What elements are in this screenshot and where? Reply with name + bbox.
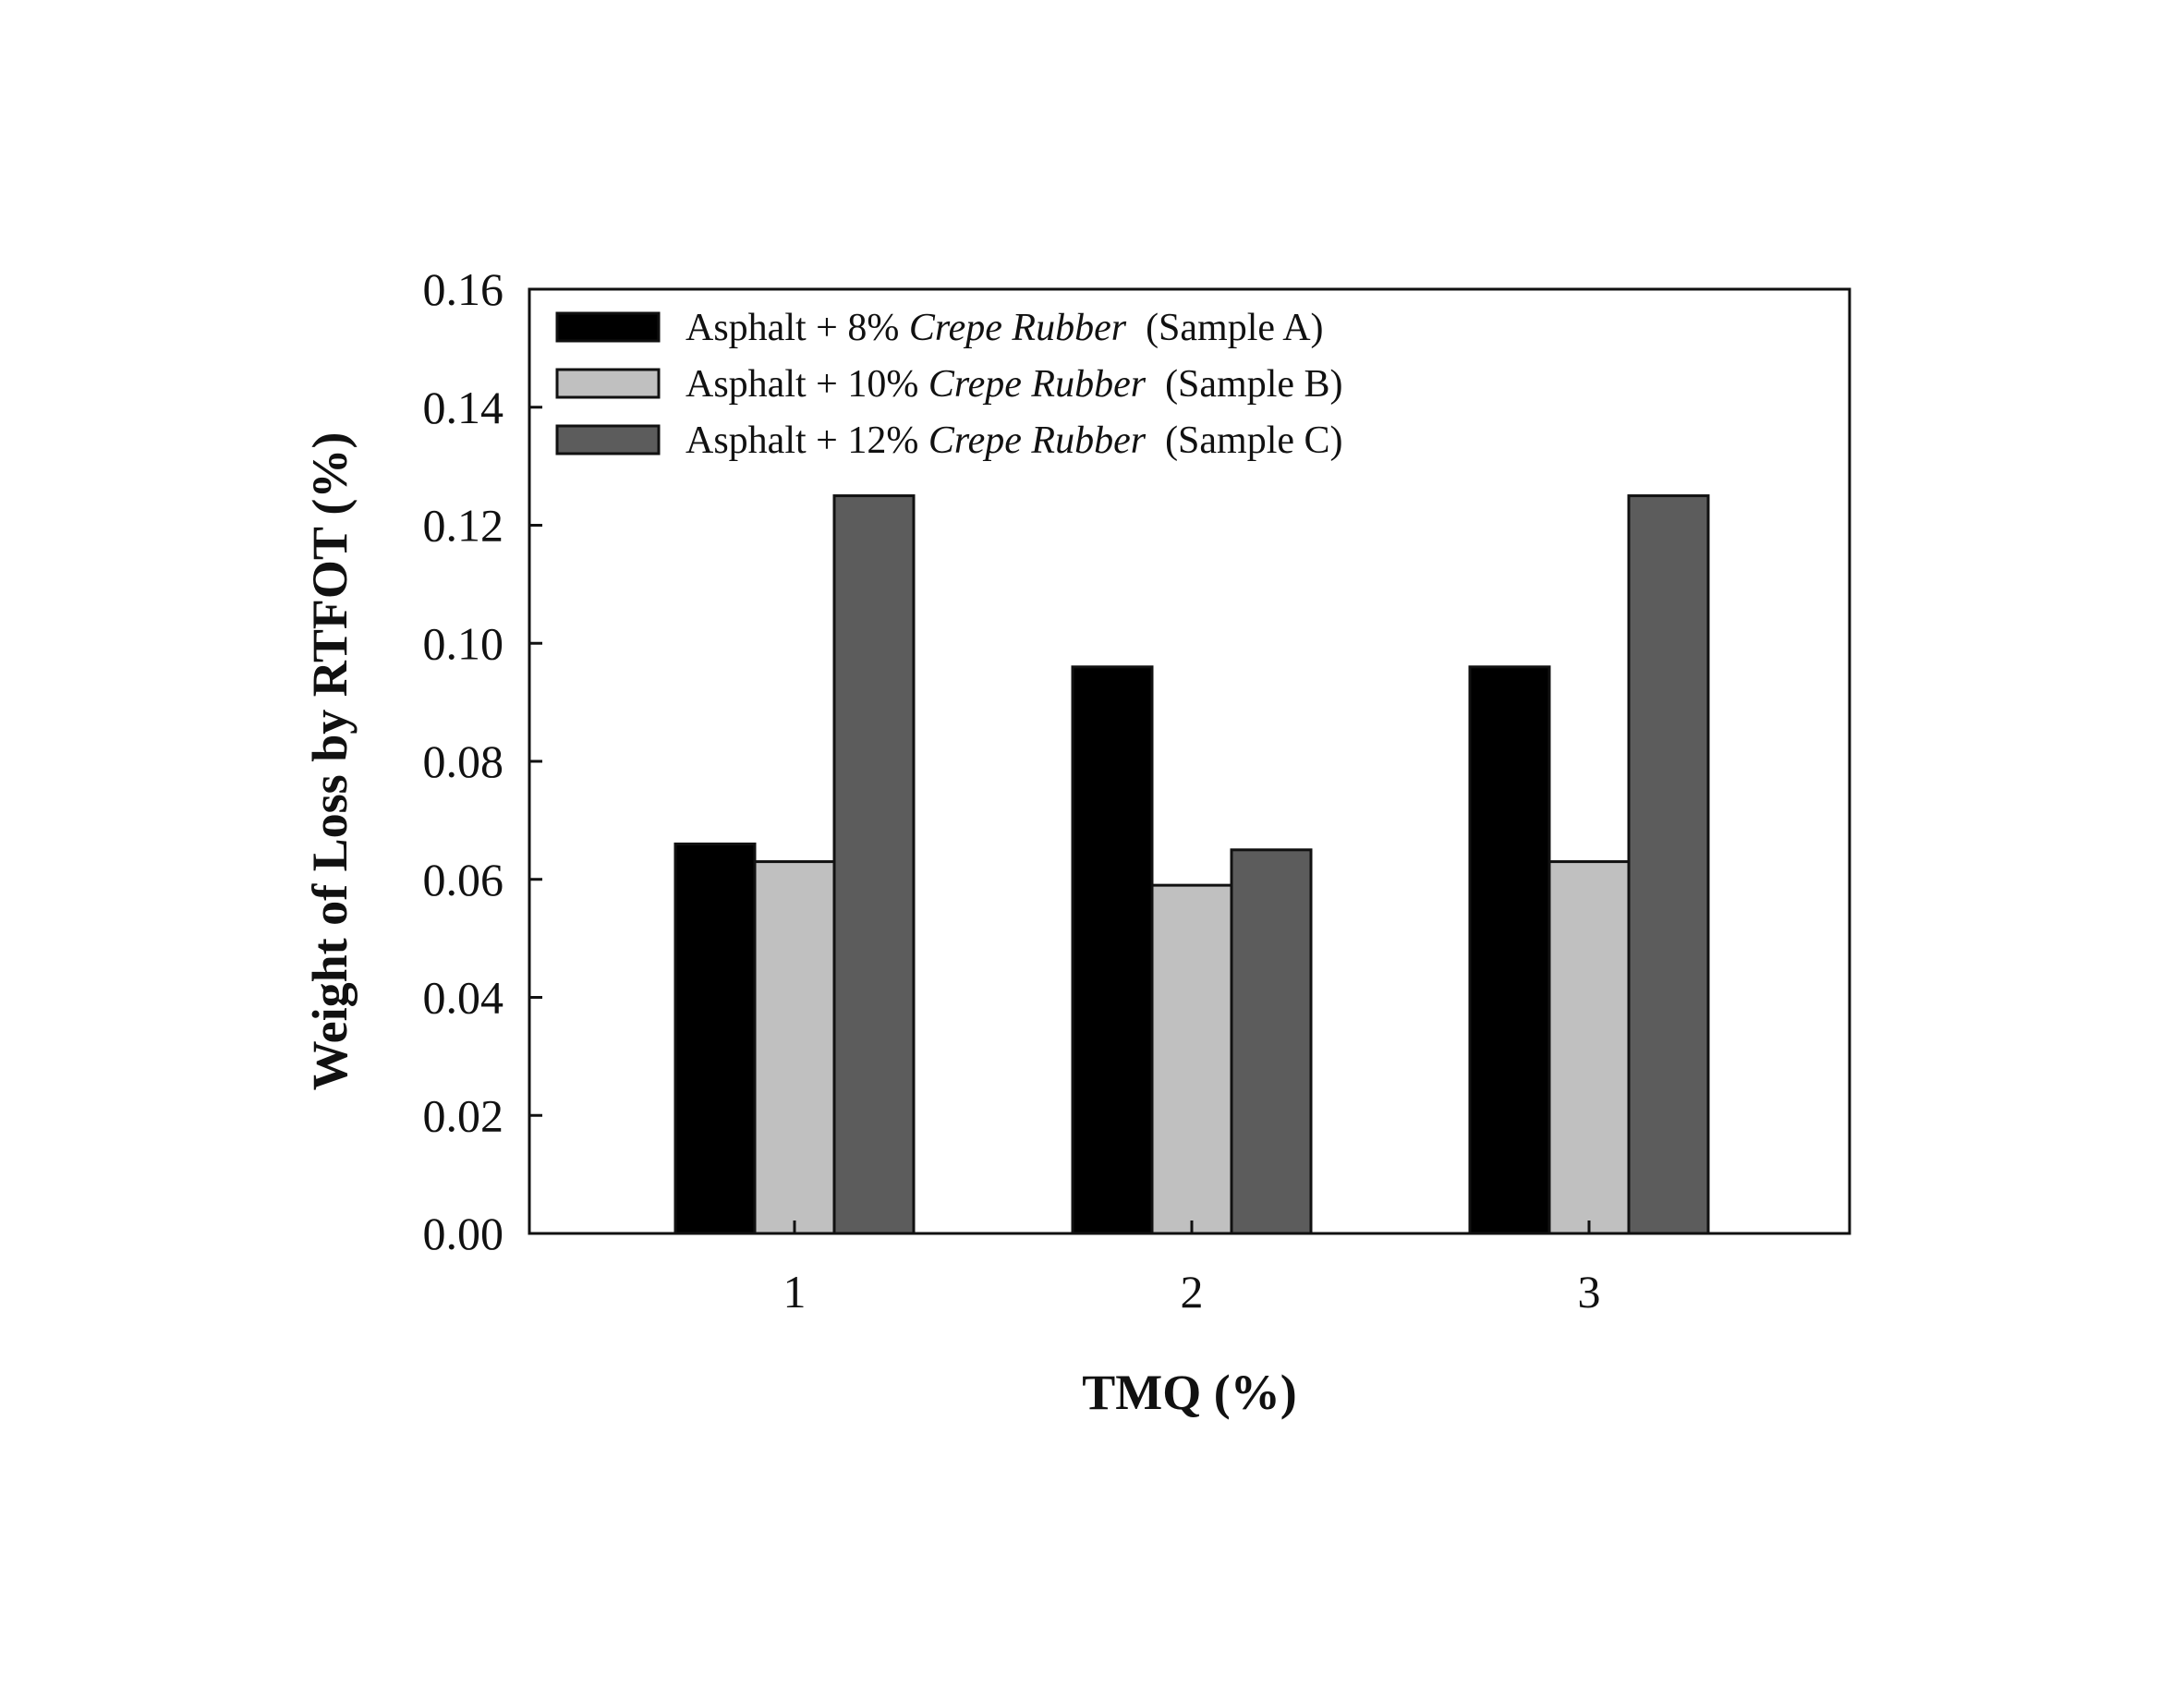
y-tick-label: 0.00 <box>423 1208 504 1259</box>
x-axis-title: TMQ (%) <box>1082 1365 1296 1420</box>
bar-c-3 <box>1627 494 1710 1235</box>
bar-a-2 <box>1071 665 1154 1235</box>
y-tick-label: 0.04 <box>423 972 504 1024</box>
legend-swatch-a <box>555 311 661 343</box>
bar-a-3 <box>1468 665 1551 1235</box>
y-axis: 0.00 0.02 0.04 0.06 0.08 0.10 0.12 0.14 0.16 <box>423 263 542 1259</box>
y-tick-label: 0.12 <box>423 500 504 552</box>
x-tick-label: 3 <box>1578 1266 1601 1318</box>
bar-a-1 <box>673 842 757 1235</box>
legend-swatch-c <box>555 424 661 455</box>
legend-label-c: Asphalt + 12% Crepe Rubber (Sample C) <box>686 419 1343 462</box>
legend-swatch-b <box>555 368 661 399</box>
legend-label-material: Crepe Rubber <box>909 307 1127 349</box>
legend-label-suffix: (Sample A) <box>1126 307 1323 349</box>
bar-c-2 <box>1230 848 1313 1235</box>
x-tick-label: 2 <box>1181 1266 1204 1318</box>
legend-label-suffix: (Sample B) <box>1146 363 1342 406</box>
legend-label-b: Asphalt + 10% Crepe Rubber (Sample B) <box>686 363 1343 406</box>
legend-label-prefix: Asphalt + 8% <box>686 307 909 349</box>
legend-label-suffix: (Sample C) <box>1146 419 1342 462</box>
bars-layer <box>673 494 1710 1235</box>
y-tick-label: 0.02 <box>423 1089 504 1141</box>
legend-label-material: Crepe Rubber <box>928 363 1147 406</box>
legend-label-material: Crepe Rubber <box>928 419 1147 462</box>
bar-b-3 <box>1547 860 1631 1235</box>
bar-b-1 <box>753 860 836 1235</box>
bar-c-1 <box>832 494 916 1235</box>
y-tick-label: 0.06 <box>423 854 504 905</box>
bar-b-2 <box>1150 883 1233 1235</box>
y-axis-title: Weight of Loss by RTFOT (%) <box>302 432 358 1091</box>
y-tick-label: 0.16 <box>423 263 504 315</box>
y-tick-label: 0.08 <box>423 735 504 787</box>
x-axis: 1 2 3 <box>783 1220 1601 1318</box>
legend: Asphalt + 8% Crepe Rubber (Sample A)Asph… <box>555 307 1343 462</box>
x-tick-label: 1 <box>783 1266 807 1318</box>
legend-label-a: Asphalt + 8% Crepe Rubber (Sample A) <box>686 307 1324 349</box>
y-tick-label: 0.10 <box>423 617 504 669</box>
legend-label-prefix: Asphalt + 10% <box>686 363 928 406</box>
legend-label-prefix: Asphalt + 12% <box>686 419 928 462</box>
y-tick-label: 0.14 <box>423 382 504 433</box>
